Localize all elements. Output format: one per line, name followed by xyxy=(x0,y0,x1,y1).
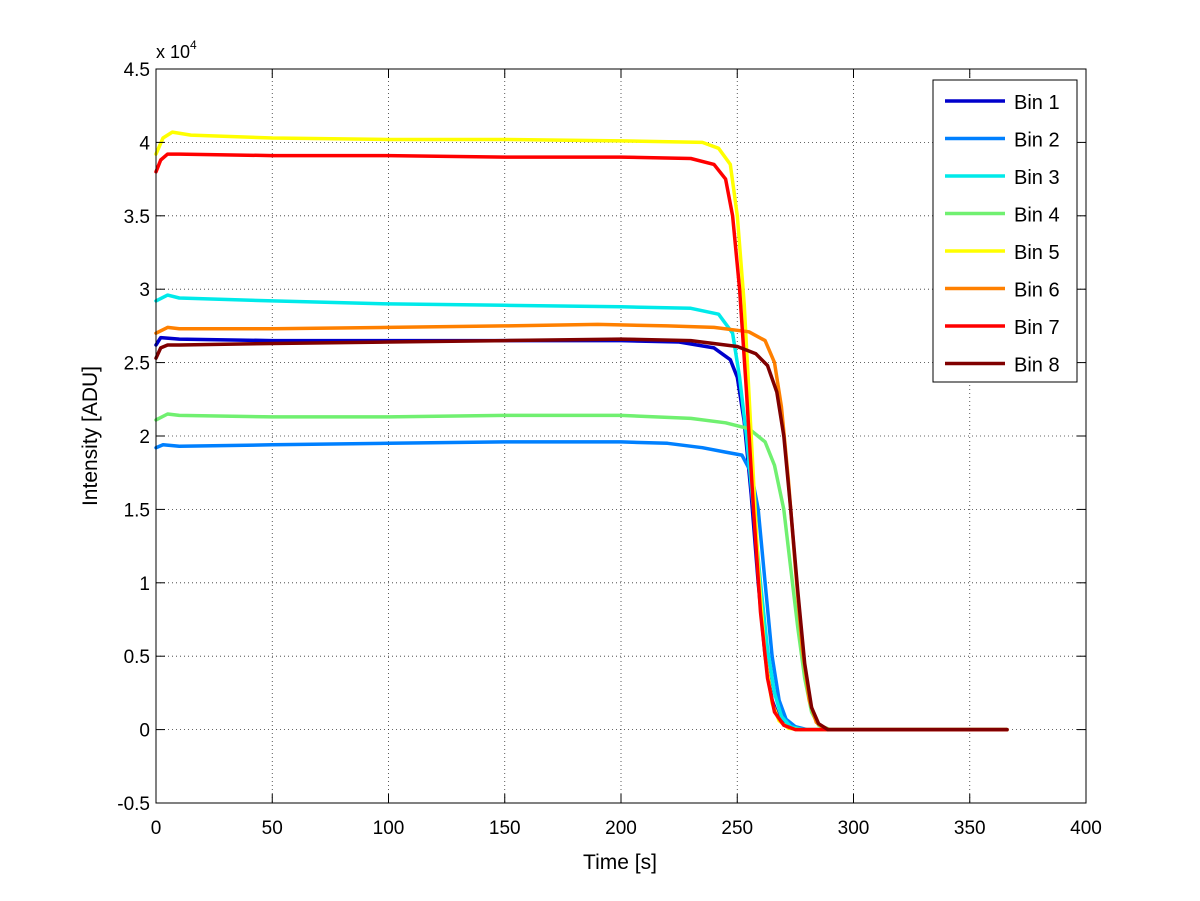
y-multiplier-base: x 10 xyxy=(156,42,190,62)
legend: Bin 1 Bin 2 Bin 3 Bin 4 Bin 5 Bin 6 Bin 7 Bin 8 xyxy=(932,79,1078,383)
y-tick-label: 1.5 xyxy=(124,500,150,521)
legend-label-bin-8: Bin 8 xyxy=(1014,355,1060,377)
y-tick-label: 4 xyxy=(139,133,150,154)
y-tick-label: 0 xyxy=(139,721,150,742)
legend-label-bin-6: Bin 6 xyxy=(1014,280,1060,302)
x-tick-label: 50 xyxy=(262,818,283,839)
x-tick-label: 300 xyxy=(838,818,870,839)
legend-label-bin-1: Bin 1 xyxy=(1014,92,1060,114)
y-tick-label: 4.5 xyxy=(124,60,150,81)
x-tick-label: 150 xyxy=(489,818,521,839)
x-axis-label: Time [s] xyxy=(583,851,657,874)
series-line-bin-8 xyxy=(154,337,1009,732)
legend-label-bin-7: Bin 7 xyxy=(1014,317,1060,339)
series-lines xyxy=(154,130,1009,732)
series-line-bin-3 xyxy=(154,293,1009,732)
y-multiplier-exponent: 4 xyxy=(190,38,197,52)
x-tick-label: 400 xyxy=(1070,818,1102,839)
y-tick-label: 2 xyxy=(139,427,150,448)
legend-box xyxy=(932,79,1078,383)
y-tick-label: 2.5 xyxy=(124,354,150,375)
y-tick-label: 0.5 xyxy=(124,647,150,668)
axis-tick-labels: 0 50 100 150 200 250 300 350 400-0.500.511.522.5… xyxy=(117,60,1102,839)
x-tick-label: 200 xyxy=(605,818,637,839)
legend-label-bin-2: Bin 2 xyxy=(1014,130,1060,152)
x-tick-label: 0 xyxy=(151,818,162,839)
y-tick-label: 1 xyxy=(139,574,150,595)
x-tick-label: 250 xyxy=(721,818,753,839)
y-tick-label: -0.5 xyxy=(117,794,150,815)
series-line-bin-2 xyxy=(154,440,1009,732)
y-tick-label: 3.5 xyxy=(124,207,150,228)
axis-ticks xyxy=(155,68,1087,804)
legend-label-bin-3: Bin 3 xyxy=(1014,167,1060,189)
x-tick-label: 100 xyxy=(373,818,405,839)
y-axis-multiplier: x 104 xyxy=(156,38,197,62)
y-axis-label: Intensity [ADU] xyxy=(79,366,102,506)
y-tick-label: 3 xyxy=(139,280,150,301)
series-line-bin-7 xyxy=(154,152,1009,732)
legend-label-bin-4: Bin 4 xyxy=(1014,205,1060,227)
x-tick-label: 350 xyxy=(954,818,986,839)
legend-label-bin-5: Bin 5 xyxy=(1014,242,1060,264)
